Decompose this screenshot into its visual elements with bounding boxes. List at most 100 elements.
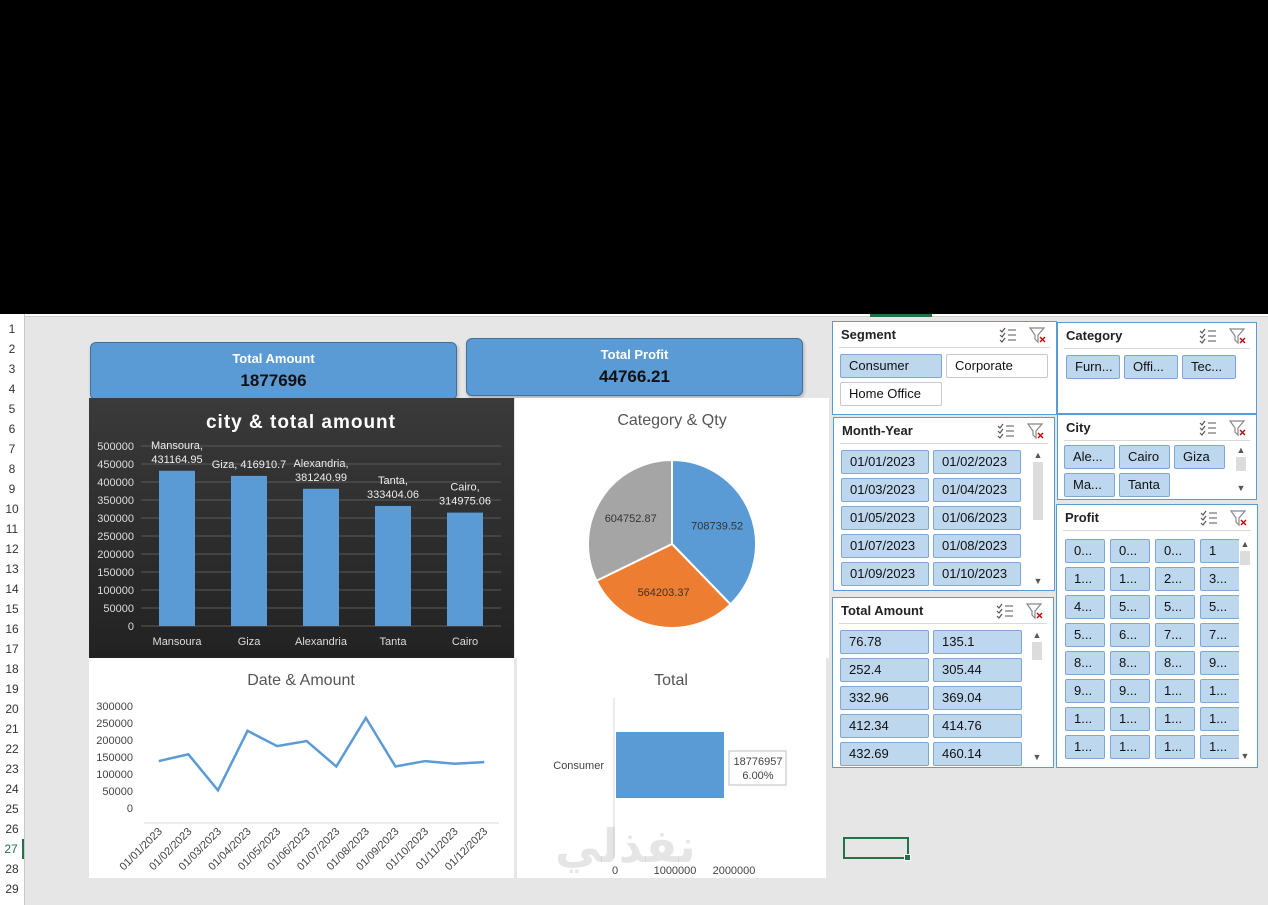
slicer-item[interactable]: 1... bbox=[1110, 707, 1150, 731]
slicer-item[interactable]: 7... bbox=[1200, 623, 1240, 647]
multi-select-icon[interactable] bbox=[1199, 509, 1221, 527]
slicer-month-year[interactable]: Month-Year 01/01/2023 01/02/2023 01/03/2023… bbox=[833, 417, 1055, 591]
slicer-category[interactable]: Category Furn... Offi... Tec... bbox=[1057, 322, 1257, 414]
slicer-item[interactable]: 01/02/2023 bbox=[933, 450, 1021, 474]
slicer-item[interactable]: 01/04/2023 bbox=[933, 478, 1021, 502]
row-number[interactable]: 14 bbox=[5, 582, 19, 596]
kpi-total-profit[interactable]: Total Profit 44766.21 bbox=[466, 338, 803, 396]
row-number[interactable]: 22 bbox=[5, 742, 19, 756]
slicer-scrollbar[interactable]: ▲ ▼ bbox=[1031, 630, 1043, 762]
row-number[interactable]: 7 bbox=[8, 442, 16, 456]
slicer-item[interactable]: 432.69 bbox=[840, 742, 929, 766]
slicer-total-amount[interactable]: Total Amount 76.78 135.1 252.4 305.44 332.96 3… bbox=[832, 597, 1054, 768]
multi-select-icon[interactable] bbox=[995, 602, 1017, 620]
row-number[interactable]: 6 bbox=[8, 422, 16, 436]
slicer-item[interactable]: 414.76 bbox=[933, 714, 1022, 738]
row-number[interactable]: 25 bbox=[5, 802, 19, 816]
slicer-item[interactable]: 01/03/2023 bbox=[841, 478, 929, 502]
slicer-item[interactable]: 5... bbox=[1200, 595, 1240, 619]
row-number[interactable]: 5 bbox=[8, 402, 16, 416]
scroll-down-icon[interactable]: ▼ bbox=[1033, 576, 1043, 586]
scroll-up-icon[interactable]: ▲ bbox=[1240, 539, 1250, 549]
row-number[interactable]: 1 bbox=[8, 322, 16, 336]
row-number[interactable]: 27 bbox=[0, 839, 24, 859]
scroll-thumb[interactable] bbox=[1240, 551, 1250, 565]
slicer-item[interactable]: 1... bbox=[1155, 735, 1195, 759]
slicer-item[interactable]: Tec... bbox=[1182, 355, 1236, 379]
slicer-item[interactable]: Ale... bbox=[1064, 445, 1115, 469]
slicer-item[interactable]: 1... bbox=[1200, 679, 1240, 703]
row-number[interactable]: 13 bbox=[5, 562, 19, 576]
slicer-segment[interactable]: Segment Consumer Corporate Home Office bbox=[832, 321, 1057, 415]
slicer-item[interactable]: 01/05/2023 bbox=[841, 506, 929, 530]
row-number[interactable]: 28 bbox=[5, 862, 19, 876]
slicer-item[interactable]: 01/07/2023 bbox=[841, 534, 929, 558]
slicer-item[interactable]: 01/08/2023 bbox=[933, 534, 1021, 558]
row-number[interactable]: 21 bbox=[5, 722, 19, 736]
multi-select-icon[interactable] bbox=[998, 326, 1020, 344]
slicer-item[interactable]: Tanta bbox=[1119, 473, 1170, 497]
slicer-item[interactable]: 1... bbox=[1065, 707, 1105, 731]
slicer-scrollbar[interactable]: ▲ ▼ bbox=[1032, 450, 1044, 586]
slicer-item[interactable]: 1... bbox=[1065, 735, 1105, 759]
scroll-down-icon[interactable]: ▼ bbox=[1236, 483, 1246, 493]
slicer-item[interactable]: 412.34 bbox=[840, 714, 929, 738]
chart-city-amount[interactable]: city & total amount 0 50000 100000 150000 200… bbox=[89, 398, 514, 658]
clear-filter-icon[interactable] bbox=[1229, 509, 1251, 527]
slicer-item[interactable]: 305.44 bbox=[933, 658, 1022, 682]
slicer-item[interactable]: 7... bbox=[1155, 623, 1195, 647]
slicer-item[interactable]: 0... bbox=[1065, 539, 1105, 563]
slicer-city[interactable]: City Ale... Cairo Giza Ma... Tanta ▲ ▼ bbox=[1057, 414, 1257, 500]
chart-total[interactable]: Total Consumer 18776957 6.00% 0 1000000 200000… bbox=[517, 658, 826, 878]
slicer-item[interactable]: 4... bbox=[1065, 595, 1105, 619]
slicer-item[interactable]: 5... bbox=[1110, 595, 1150, 619]
scroll-thumb[interactable] bbox=[1032, 642, 1042, 660]
row-number[interactable]: 2 bbox=[8, 342, 16, 356]
multi-select-icon[interactable] bbox=[1198, 419, 1220, 437]
row-number[interactable]: 26 bbox=[5, 822, 19, 836]
slicer-item[interactable]: 1... bbox=[1155, 707, 1195, 731]
slicer-item[interactable]: 0... bbox=[1110, 539, 1150, 563]
slicer-item[interactable]: 1... bbox=[1155, 679, 1195, 703]
slicer-item[interactable]: Furn... bbox=[1066, 355, 1120, 379]
slicer-item[interactable]: 76.78 bbox=[840, 630, 929, 654]
row-number[interactable]: 15 bbox=[5, 602, 19, 616]
scroll-down-icon[interactable]: ▼ bbox=[1240, 751, 1250, 761]
row-number[interactable]: 4 bbox=[8, 382, 16, 396]
slicer-item[interactable]: 1... bbox=[1065, 567, 1105, 591]
scroll-down-icon[interactable]: ▼ bbox=[1032, 752, 1042, 762]
slicer-item[interactable]: 3... bbox=[1200, 567, 1240, 591]
clear-filter-icon[interactable] bbox=[1028, 326, 1050, 344]
multi-select-icon[interactable] bbox=[1198, 327, 1220, 345]
row-number[interactable]: 18 bbox=[5, 662, 19, 676]
slicer-item[interactable]: Ma... bbox=[1064, 473, 1115, 497]
slicer-item[interactable]: 5... bbox=[1155, 595, 1195, 619]
slicer-item[interactable]: 01/01/2023 bbox=[841, 450, 929, 474]
clear-filter-icon[interactable] bbox=[1026, 422, 1048, 440]
slicer-scrollbar[interactable]: ▲ ▼ bbox=[1239, 539, 1251, 761]
slicer-item[interactable]: 1... bbox=[1200, 707, 1240, 731]
row-number[interactable]: 20 bbox=[5, 702, 19, 716]
slicer-item[interactable]: Home Office bbox=[840, 382, 942, 406]
slicer-item[interactable]: 135.1 bbox=[933, 630, 1022, 654]
row-number[interactable]: 9 bbox=[8, 482, 16, 496]
scroll-thumb[interactable] bbox=[1236, 457, 1246, 471]
chart-category-qty[interactable]: Category & Qty 708739.52 564203.37 604752.8… bbox=[515, 398, 829, 658]
slicer-item[interactable]: 9... bbox=[1110, 679, 1150, 703]
clear-filter-icon[interactable] bbox=[1228, 327, 1250, 345]
row-number[interactable]: 17 bbox=[5, 642, 19, 656]
slicer-item[interactable]: 1 bbox=[1200, 539, 1240, 563]
slicer-item[interactable]: 6... bbox=[1110, 623, 1150, 647]
slicer-item[interactable]: 1... bbox=[1200, 735, 1240, 759]
slicer-item[interactable]: 01/06/2023 bbox=[933, 506, 1021, 530]
row-number[interactable]: 10 bbox=[5, 502, 19, 516]
slicer-item[interactable]: 369.04 bbox=[933, 686, 1022, 710]
slicer-item[interactable]: 01/10/2023 bbox=[933, 562, 1021, 586]
row-number[interactable]: 24 bbox=[5, 782, 19, 796]
slicer-item[interactable]: 332.96 bbox=[840, 686, 929, 710]
active-cell[interactable] bbox=[843, 837, 911, 861]
clear-filter-icon[interactable] bbox=[1025, 602, 1047, 620]
slicer-profit[interactable]: Profit 0... 0... 0... 1 1... 1... 2... 3... 4... 5… bbox=[1056, 504, 1258, 768]
slicer-item[interactable]: 2... bbox=[1155, 567, 1195, 591]
slicer-item[interactable]: Cairo bbox=[1119, 445, 1170, 469]
